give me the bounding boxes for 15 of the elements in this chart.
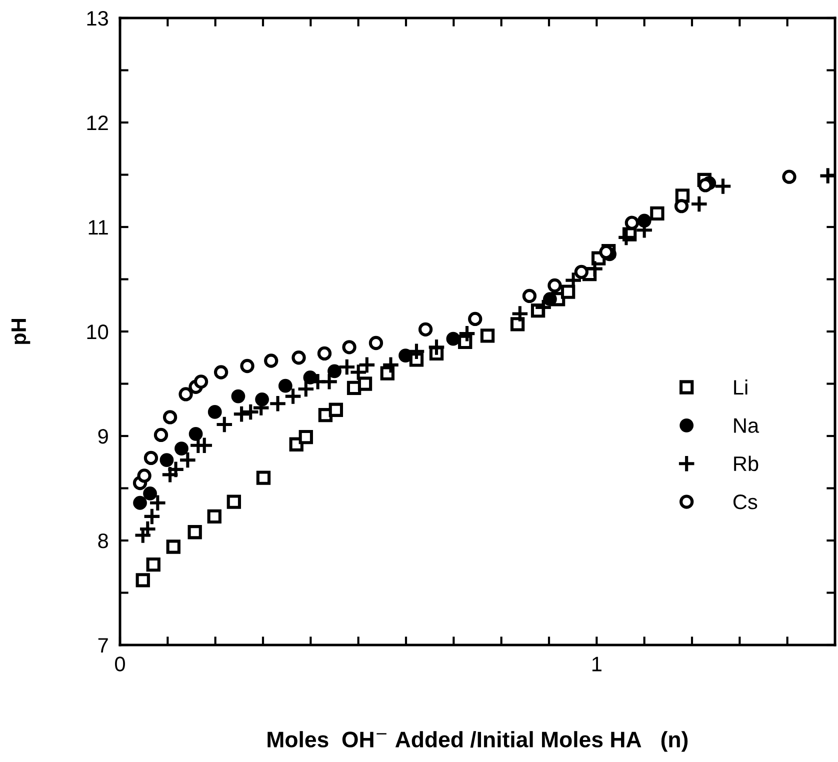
y-tick-label: 11 bbox=[88, 220, 108, 235]
y-tick-label: 10 bbox=[87, 324, 108, 340]
x-axis-title: Moles OH$^{−}$ Added /Initial Moles HA (n) bbox=[268, 731, 688, 752]
legend-label: Na bbox=[734, 418, 760, 433]
y-tick-label: 7 bbox=[98, 638, 108, 653]
x-tick-label: 0 bbox=[115, 656, 125, 672]
y-tick-label: 13 bbox=[87, 11, 108, 26]
legend-label: Cs bbox=[733, 494, 758, 510]
x-tick-label: 1 bbox=[592, 656, 602, 672]
y-axis-title: pH bbox=[12, 319, 30, 344]
y-tick-label: 12 bbox=[87, 116, 108, 130]
legend-label: Li bbox=[734, 379, 748, 395]
y-tick-label: 8 bbox=[98, 534, 108, 548]
legend-label: Rb bbox=[734, 456, 758, 472]
y-tick-label: 9 bbox=[98, 429, 108, 444]
